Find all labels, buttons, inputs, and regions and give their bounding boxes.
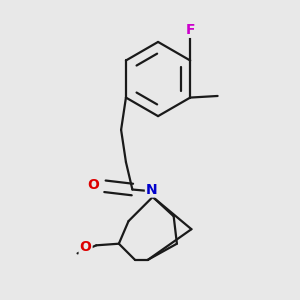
Text: F: F (185, 23, 195, 37)
Text: N: N (146, 182, 158, 197)
Text: O: O (87, 178, 99, 192)
Text: O: O (80, 240, 92, 254)
